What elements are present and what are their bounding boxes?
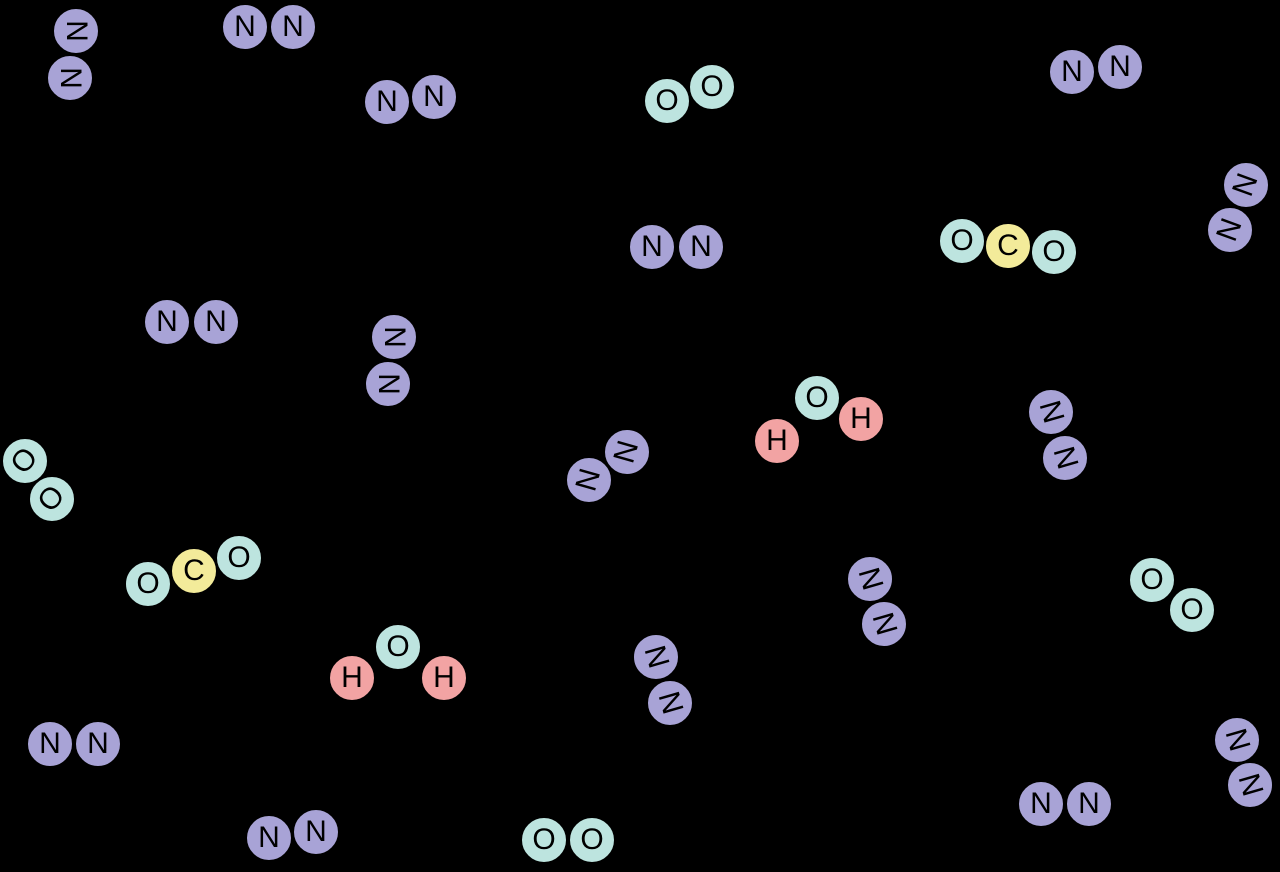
atom-o: O [1168,586,1216,634]
atom-n: N [646,679,694,727]
atom-n: N [269,3,317,51]
atom-n: N [1065,780,1113,828]
atom-n: N [292,808,340,856]
atom-n: N [370,313,418,361]
atom-c: C [984,222,1032,270]
atom-n: N [221,3,269,51]
atom-o: O [215,534,263,582]
atom-n: N [628,223,676,271]
atom-h: H [837,395,885,443]
atom-o: O [793,374,841,422]
atom-n: N [192,298,240,346]
atom-n: N [52,7,100,55]
atom-o: O [124,560,172,608]
atom-n: N [677,223,725,271]
atom-o: O [568,816,616,864]
atom-n: N [1041,434,1089,482]
atom-n: N [410,73,458,121]
atom-n: N [143,298,191,346]
atom-o: O [1030,228,1078,276]
atom-n: N [1096,43,1144,91]
atom-n: N [364,360,412,408]
atom-n: N [1226,761,1274,809]
atom-n: N [46,54,94,102]
atom-o: O [643,77,691,125]
atom-n: N [26,720,74,768]
atom-n: N [1017,780,1065,828]
atom-h: H [753,417,801,465]
atom-n: N [74,720,122,768]
atom-n: N [245,814,293,862]
atom-n: N [1222,161,1270,209]
atom-n: N [363,78,411,126]
atom-h: H [420,654,468,702]
atom-o: O [374,623,422,671]
atom-h: H [328,654,376,702]
atom-n: N [565,456,613,504]
atom-o: O [1128,556,1176,604]
atom-n: N [846,555,894,603]
atom-n: N [1048,48,1096,96]
atom-n: N [1027,388,1075,436]
atom-o: O [28,475,76,523]
atom-n: N [860,600,908,648]
atom-o: O [688,63,736,111]
atom-n: N [632,633,680,681]
atom-c: C [170,547,218,595]
molecule-diagram: NNNNNNOONNNNOCONNNNNNNNOHHNNOOOCONNOOOHH… [0,0,1280,872]
atom-n: N [1206,206,1254,254]
atom-n: N [1213,716,1261,764]
atom-o: O [520,816,568,864]
atom-o: O [938,217,986,265]
